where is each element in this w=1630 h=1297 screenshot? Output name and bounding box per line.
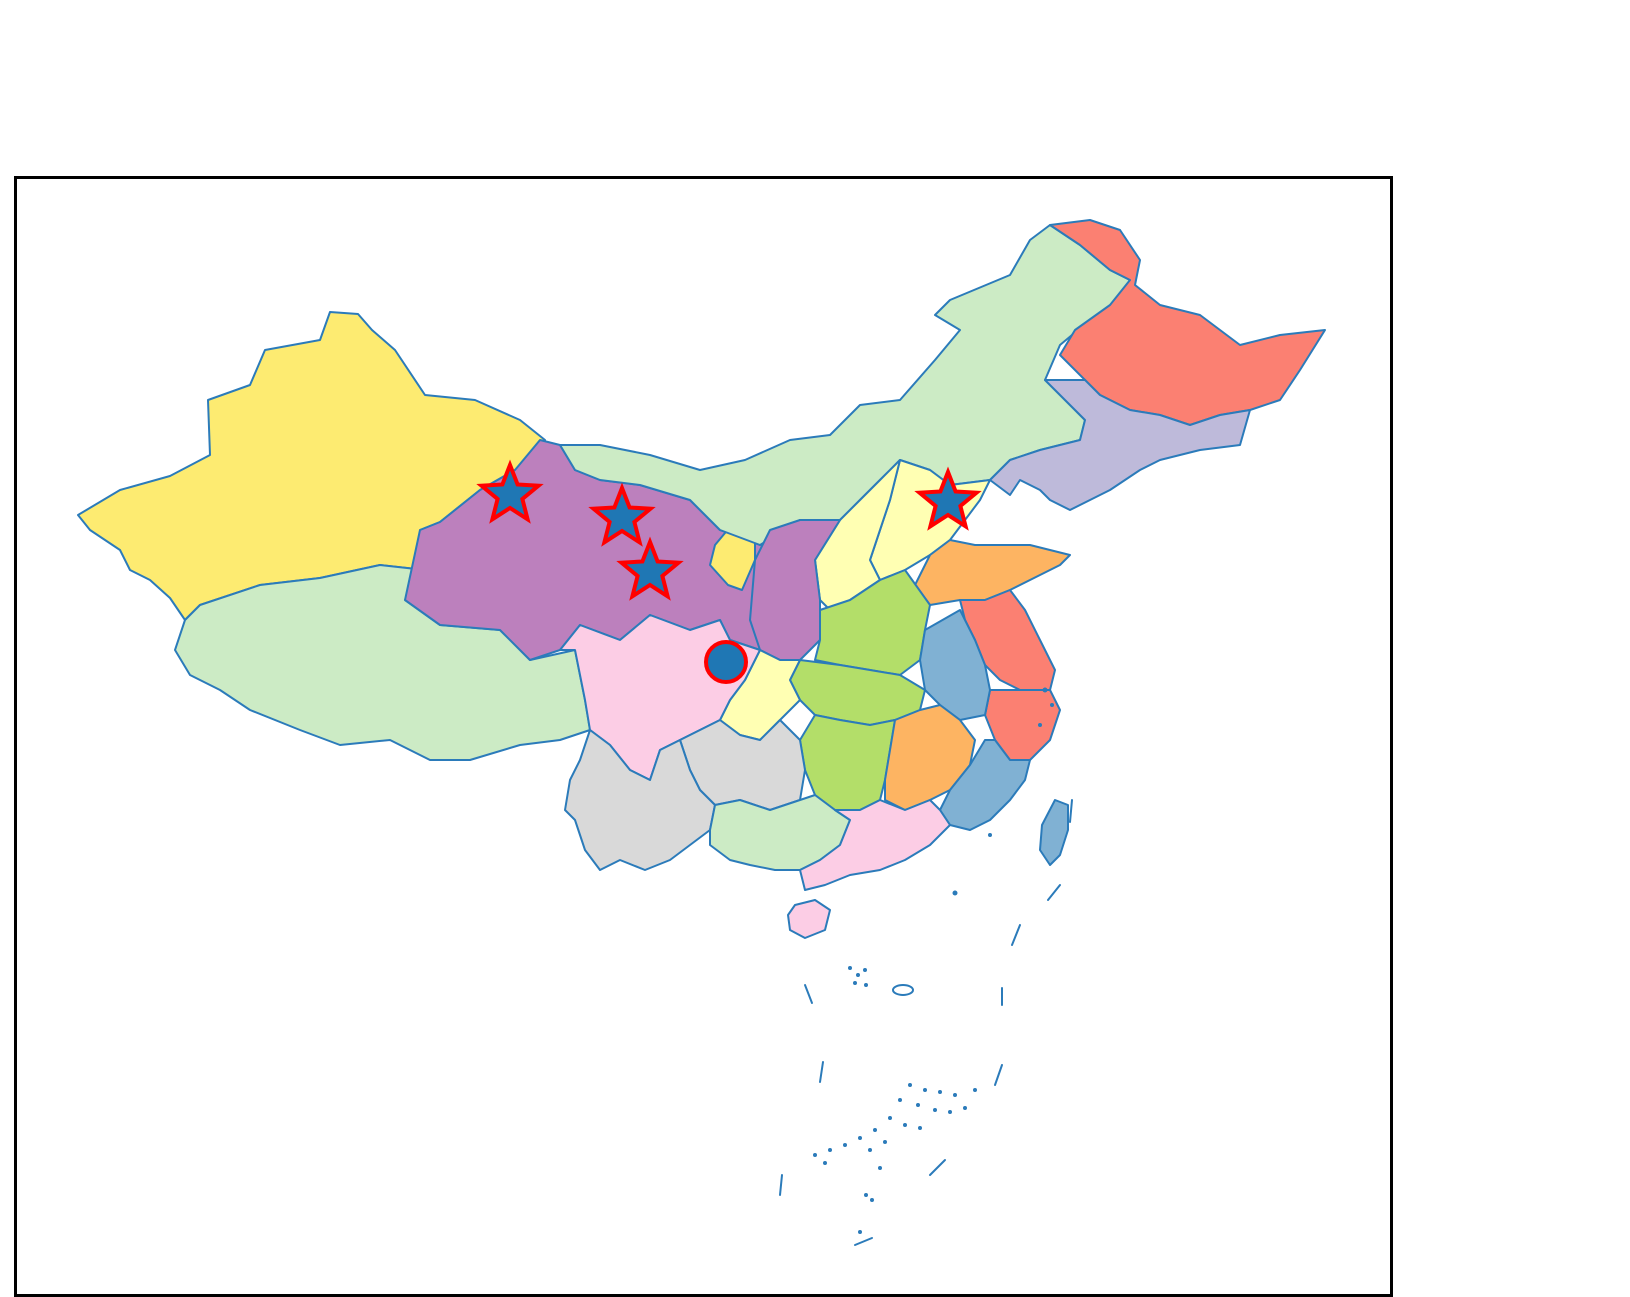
- coastal-islands: [952, 687, 1054, 896]
- nine-dash-line: [779, 799, 1073, 1246]
- star-marker-3[interactable]: [616, 536, 684, 601]
- south-sea-islands: [813, 966, 977, 1234]
- region-jilin-liaoning[interactable]: [989, 379, 1251, 511]
- region-anhui[interactable]: [919, 609, 991, 721]
- region-zhejiang[interactable]: [984, 689, 1061, 761]
- region-taiwan[interactable]: [1039, 799, 1069, 866]
- region-shandong[interactable]: [914, 539, 1071, 606]
- circle-marker-1[interactable]: [704, 640, 748, 684]
- star-marker-4[interactable]: [914, 466, 982, 531]
- star-marker-1[interactable]: [476, 459, 544, 524]
- region-hainan[interactable]: [787, 899, 831, 939]
- star-marker-2[interactable]: [588, 482, 656, 547]
- region-yunnan[interactable]: [564, 729, 716, 871]
- markers-layer: [476, 459, 982, 684]
- region-guangdong[interactable]: [799, 799, 951, 891]
